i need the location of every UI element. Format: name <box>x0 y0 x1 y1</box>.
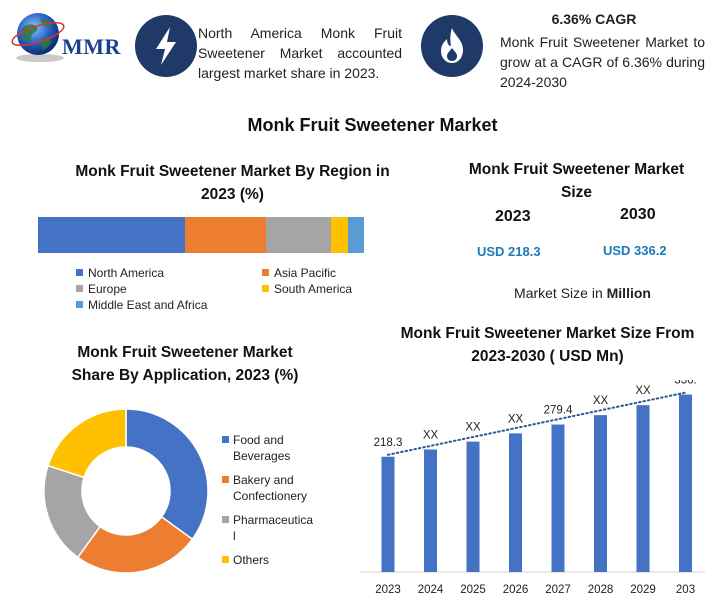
region-legend-label: South America <box>274 282 353 296</box>
column-bar <box>509 433 522 572</box>
application-legend-label: Others <box>233 553 270 567</box>
logo-text: MMR <box>62 34 121 59</box>
cagr-text: Monk Fruit Sweetener Market to grow at a… <box>500 34 705 90</box>
flame-icon <box>441 28 463 63</box>
region-legend-item: South America <box>262 282 352 296</box>
region-legend-item: North America <box>76 266 164 280</box>
x-tick-label: 2027 <box>545 584 571 596</box>
application-donut-chart <box>43 408 209 574</box>
market-size-value-2030: USD 336.2 <box>603 243 667 258</box>
x-tick-label: 2029 <box>630 584 656 596</box>
trend-line <box>387 391 687 456</box>
market-size-title: Monk Fruit Sweetener Market Size <box>468 161 685 201</box>
column-data-label: XX <box>635 385 651 397</box>
region-chart-title: Monk Fruit Sweetener Market By Region in… <box>75 163 390 203</box>
region-legend-item: Middle East and Africa <box>76 298 207 312</box>
column-bar <box>636 405 650 572</box>
x-tick-label: 2023 <box>375 584 401 596</box>
highlight-text: North America Monk Fruit Sweetener Marke… <box>198 25 402 81</box>
flame-badge <box>421 15 483 77</box>
region-bar-middle-east-and-africa <box>347 217 364 253</box>
size-chart-title: Monk Fruit Sweetener Market Size From 20… <box>400 325 695 365</box>
market-size-unit-bold: Million <box>606 285 651 301</box>
region-bar-europe <box>266 217 332 253</box>
region-stacked-bar <box>38 217 364 253</box>
x-tick-label: 203 <box>676 584 695 596</box>
x-tick-label: 2025 <box>460 584 486 596</box>
globe-icon <box>11 13 65 62</box>
column-data-label: XX <box>508 413 524 425</box>
column-bar <box>679 394 692 572</box>
application-legend-item: Food and Beverages <box>222 432 322 464</box>
application-legend-item: Pharmaceutica l <box>222 512 322 544</box>
size-column-chart: 218.3 2023 XX 2024 XX 2025 XX 2026 279.4 2027 XX 20… <box>360 380 705 596</box>
region-legend-item: Europe <box>76 282 127 296</box>
column-bar <box>424 449 437 572</box>
x-tick-label: 2026 <box>503 584 529 596</box>
application-legend-label: Beverages <box>233 449 291 463</box>
application-chart-title: Monk Fruit Sweetener Market Share By App… <box>71 344 299 384</box>
main-title: Monk Fruit Sweetener Market <box>247 115 498 135</box>
mmr-logo: MMR <box>10 10 120 66</box>
column-data-label: 218.3 <box>374 437 403 449</box>
donut-slice-bakery-and-confectionery <box>76 515 194 574</box>
lightning-icon <box>156 27 176 65</box>
x-tick-label: 2028 <box>588 584 614 596</box>
column-data-label: XX <box>423 429 439 441</box>
cagr-title: 6.36% CAGR <box>551 11 637 27</box>
region-legend-label: Asia Pacific <box>274 266 337 280</box>
market-size-unit: Market Size in Million <box>480 285 685 301</box>
application-legend-label: Bakery and <box>233 473 294 487</box>
column-data-label: XX <box>465 422 481 434</box>
legend-swatch <box>76 269 83 276</box>
application-legend-item: Others <box>222 552 322 568</box>
legend-swatch <box>222 476 229 483</box>
legend-swatch <box>222 556 229 563</box>
lightning-badge <box>135 15 197 77</box>
column-bar <box>466 441 480 572</box>
column-data-label: 336. <box>674 380 696 387</box>
application-legend-label: Confectionery <box>233 489 308 503</box>
column-data-label: XX <box>593 395 609 407</box>
application-legend-item: Bakery and Confectionery <box>222 472 322 504</box>
region-legend-label: Middle East and Africa <box>88 298 208 312</box>
market-size-value-2023: USD 218.3 <box>477 244 541 259</box>
column-bar <box>551 424 565 572</box>
column-data-label: 279.4 <box>544 405 573 417</box>
market-size-year-2030: 2030 <box>620 206 656 223</box>
market-size-unit-prefix: Market Size in <box>514 285 603 301</box>
region-bar-asia-pacific <box>184 217 267 253</box>
application-legend-label: Pharmaceutica <box>233 513 314 527</box>
application-legend-label: Food and <box>233 433 284 447</box>
legend-swatch <box>76 285 83 292</box>
x-tick-label: 2024 <box>418 584 444 596</box>
legend-swatch <box>222 516 229 523</box>
column-bar <box>594 415 607 572</box>
region-bar-south-america <box>331 217 348 253</box>
market-size-year-2023: 2023 <box>495 208 531 225</box>
legend-swatch <box>222 436 229 443</box>
donut-slice-others <box>47 408 127 479</box>
donut-slice-food-and-beverages <box>125 408 209 541</box>
region-legend-item: Asia Pacific <box>262 266 336 280</box>
column-bar <box>381 456 395 572</box>
region-legend-label: North America <box>88 266 165 280</box>
application-legend-label: l <box>233 529 236 543</box>
legend-swatch <box>262 285 269 292</box>
region-legend-label: Europe <box>88 282 127 296</box>
legend-swatch <box>262 269 269 276</box>
legend-swatch <box>76 301 83 308</box>
region-bar-north-america <box>38 217 185 253</box>
